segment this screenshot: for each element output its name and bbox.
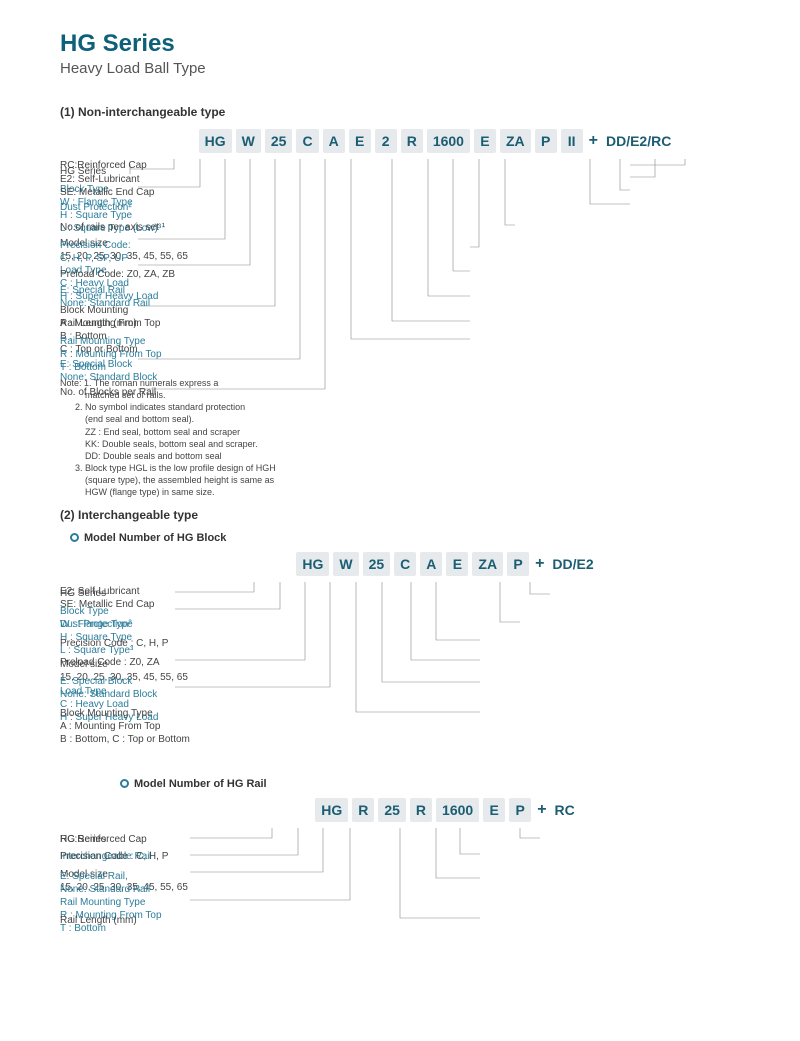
label: R : Mounting From Top: [60, 348, 162, 362]
label: E: Special Block: [60, 675, 132, 689]
code-row-1: HG W 25 C A E 2 R 1600 E ZA P II + DD/E2…: [100, 129, 770, 153]
code-box: A: [323, 129, 345, 153]
page-subtitle: Heavy Load Ball Type: [60, 60, 770, 77]
code-row-3: HG R 25 R 1600 E P + RC: [120, 798, 770, 822]
code-box: E: [474, 129, 496, 153]
diagram-1: HG Series Block Type W : Flange Type H :…: [60, 159, 770, 419]
label: C, H, P, SP, UP: [60, 252, 128, 266]
code-box: A: [420, 552, 442, 576]
code-box: E: [446, 552, 468, 576]
diagram-3: HG Series Interchangeable Rail Model siz…: [60, 828, 770, 958]
label: RC:Reinforced Cap: [60, 159, 147, 173]
label: Rail Length (mm): [60, 317, 137, 331]
label: SE: Metallic End Cap: [60, 186, 155, 200]
code-box: R: [352, 798, 374, 822]
code-box: II: [561, 129, 583, 153]
label: No.of rails per axis set ¹: [60, 221, 165, 235]
label: None: Standard Rail: [60, 883, 150, 897]
code-box: R: [401, 129, 423, 153]
code-box: P: [509, 798, 531, 822]
code-box: C: [296, 129, 318, 153]
plus-icon: +: [587, 132, 600, 150]
label: B : Bottom, C : Top or Bottom: [60, 733, 190, 747]
code-box: 25: [378, 798, 406, 822]
label: E: Special Rail,: [60, 870, 128, 884]
code-box: W: [333, 552, 358, 576]
label: None: Standard Rail: [60, 297, 150, 311]
code-box: R: [410, 798, 432, 822]
label: Precision Code : C, H, P: [60, 850, 168, 864]
code-box: P: [535, 129, 557, 153]
label: None: Standard Block: [60, 688, 157, 702]
code-box: 2: [375, 129, 397, 153]
label: E2: Self-Lubricant: [60, 585, 140, 599]
label: Dust Protection²: [60, 201, 132, 215]
code-box: HG: [199, 129, 232, 153]
code-box: E: [483, 798, 505, 822]
label: RC:Reinforced Cap: [60, 833, 147, 847]
section2-heading: (2) Interchangeable type: [60, 508, 770, 522]
code-suffix: RC: [553, 802, 575, 818]
code-box: W: [236, 129, 261, 153]
label: Rail Mounting Type: [60, 896, 145, 910]
label: E2: Self-Lubricant: [60, 173, 140, 187]
label: Block Mounting Type: [60, 707, 153, 721]
label: SE: Metallic End Cap: [60, 598, 155, 612]
code-suffix: DD/E2: [550, 556, 593, 572]
page-title: HG Series: [60, 30, 770, 58]
code-box: HG: [315, 798, 348, 822]
label: Preload Code: Z0, ZA, ZB: [60, 268, 175, 282]
label: Precision Code : C, H, P: [60, 637, 168, 651]
code-box: ZA: [472, 552, 503, 576]
code-box: E: [349, 129, 371, 153]
section2-sub1: Model Number of HG Block: [70, 532, 770, 544]
label: Preload Code : Z0, ZA: [60, 656, 160, 670]
code-box: HG: [296, 552, 329, 576]
section1-heading: (1) Non-interchangeable type: [60, 105, 770, 119]
label: Precision Code:: [60, 239, 131, 253]
section2-sub2: Model Number of HG Rail: [120, 778, 770, 790]
label: Dust Protection²: [60, 618, 132, 632]
label: Rail Mounting Type: [60, 335, 145, 349]
code-box: 25: [265, 129, 293, 153]
label: Rail Length (mm): [60, 914, 137, 928]
diagram-2: HG Series Block Type W : Flange Type H :…: [60, 582, 770, 772]
notes: Note: 1. The roman numerals express a ma…: [60, 377, 390, 498]
code-box: P: [507, 552, 529, 576]
label: A : Mounting From Top: [60, 720, 160, 734]
label: T : Bottom: [60, 361, 106, 375]
code-row-2: HG W 25 C A E ZA P + DD/E2: [120, 552, 770, 576]
plus-icon: +: [533, 555, 546, 573]
code-suffix: DD/E2/RC: [604, 133, 671, 149]
code-box: 1600: [427, 129, 470, 153]
code-box: ZA: [500, 129, 531, 153]
plus-icon: +: [535, 801, 548, 819]
code-box: 1600: [436, 798, 479, 822]
code-box: C: [394, 552, 416, 576]
label: E: Special Rail: [60, 284, 125, 298]
code-box: 25: [363, 552, 391, 576]
